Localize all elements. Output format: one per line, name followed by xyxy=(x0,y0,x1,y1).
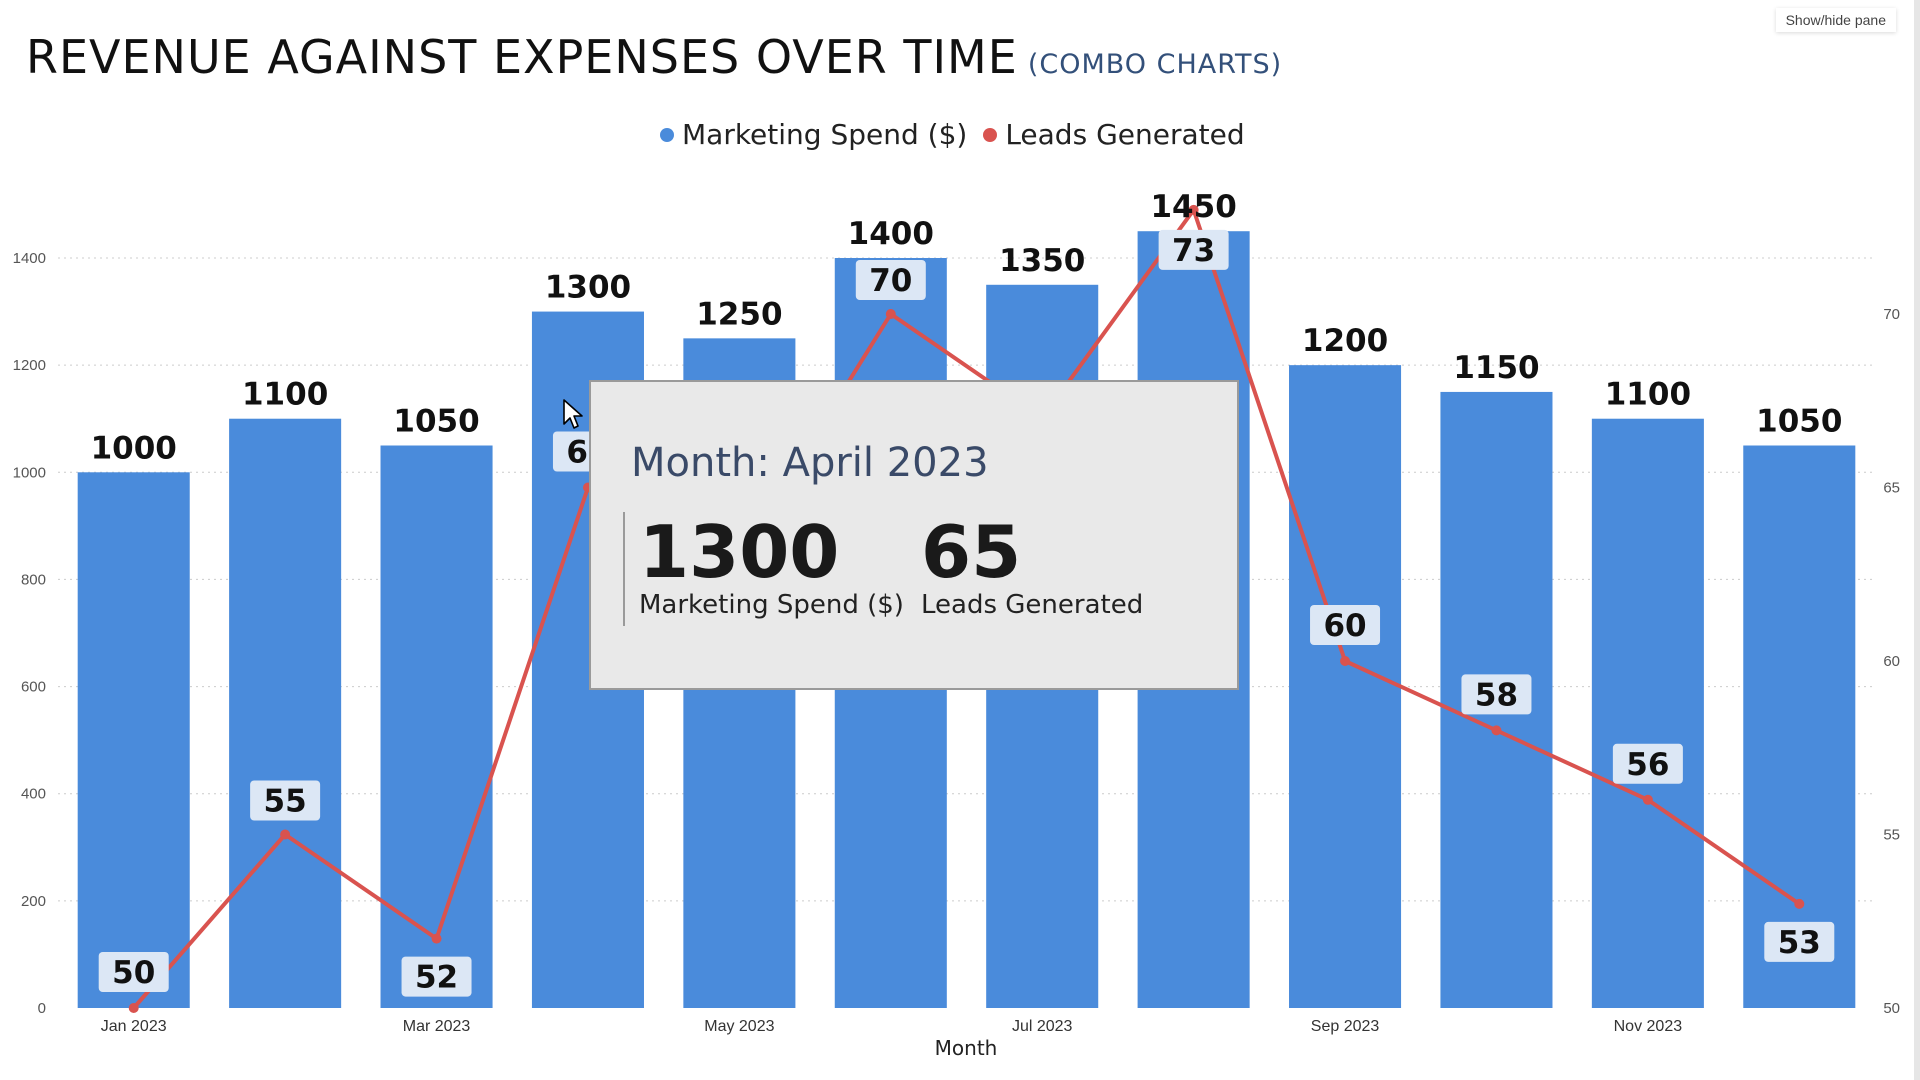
line-value-label: 70 xyxy=(869,263,912,299)
bar-value-label: 1050 xyxy=(1756,404,1842,440)
tooltip-leads-value: 65 xyxy=(921,510,1022,594)
x-tick-label: Jul 2023 xyxy=(1012,1018,1073,1035)
bar xyxy=(1743,445,1856,1008)
line-value-label: 50 xyxy=(112,955,155,991)
line-point xyxy=(1642,794,1653,805)
line-point xyxy=(128,1003,139,1013)
x-tick-label: Nov 2023 xyxy=(1614,1018,1683,1035)
tooltip-month-label: Month: xyxy=(631,440,770,486)
line-point xyxy=(885,309,896,319)
bar-value-label: 1200 xyxy=(1302,323,1388,359)
y-left-tick-label: 800 xyxy=(21,571,46,588)
y-left-tick-label: 1400 xyxy=(13,250,46,267)
line-point xyxy=(280,829,291,840)
line-value-label-box xyxy=(1310,605,1381,645)
legend-item-leads-generated[interactable]: Leads Generated xyxy=(983,118,1245,151)
y-left-tick-label: 600 xyxy=(21,679,46,696)
line-point xyxy=(1491,725,1502,736)
line-value-label: 56 xyxy=(1626,747,1669,783)
line-value-label: 53 xyxy=(1778,925,1821,961)
chart-title: REVENUE AGAINST EXPENSES OVER TIME (COMBO… xyxy=(26,30,1282,84)
bar-value-label: 1400 xyxy=(848,216,934,252)
legend-label-leads-generated: Leads Generated xyxy=(1005,118,1245,151)
bar-value-label: 1450 xyxy=(1150,189,1236,225)
x-tick-label: Jan 2023 xyxy=(101,1018,167,1035)
y-right-tick-label: 65 xyxy=(1883,480,1900,497)
tooltip-spend: 1300 Marketing Spend ($) xyxy=(639,510,904,620)
x-tick-label: Sep 2023 xyxy=(1311,1018,1380,1035)
line-value-label-box xyxy=(1158,229,1229,270)
legend-dot-marketing-spend xyxy=(660,127,674,142)
bar-value-label: 1100 xyxy=(242,377,328,413)
tooltip-spend-value: 1300 xyxy=(639,510,840,594)
bar xyxy=(380,445,493,1008)
bar-value-label: 1000 xyxy=(91,430,177,466)
bar xyxy=(229,418,342,1008)
y-left-tick-label: 0 xyxy=(38,1000,46,1017)
line-point xyxy=(431,933,442,944)
legend-item-marketing-spend[interactable]: Marketing Spend ($) xyxy=(660,118,967,151)
line-value-label-box xyxy=(1461,674,1532,715)
x-tick-label: May 2023 xyxy=(704,1018,774,1035)
legend-dot-leads-generated xyxy=(983,127,998,142)
show-hide-pane-button[interactable]: Show/hide pane xyxy=(1775,8,1896,32)
y-left-tick-label: 1200 xyxy=(13,357,46,374)
tooltip-month: Month: April 2023 xyxy=(631,440,989,486)
line-value-label-box xyxy=(1764,921,1835,962)
line-point xyxy=(1340,656,1351,666)
x-tick-label: Mar 2023 xyxy=(403,1018,471,1035)
series-line-leads xyxy=(132,207,1801,1010)
line-value-label: 52 xyxy=(415,960,458,996)
line-value-label-box xyxy=(98,952,169,992)
tooltip-leads: 65 Leads Generated xyxy=(921,510,1143,620)
bar xyxy=(1591,418,1704,1008)
mouse-pointer-icon xyxy=(563,399,583,429)
tooltip-spend-label: Marketing Spend ($) xyxy=(639,590,904,620)
line-value-label: 73 xyxy=(1172,233,1215,269)
bar-value-label: 1300 xyxy=(545,270,631,306)
bar-value-label: 1100 xyxy=(1605,377,1691,413)
legend-label-marketing-spend: Marketing Spend ($) xyxy=(682,118,968,151)
line-value-label: 58 xyxy=(1475,677,1518,713)
bar-value-label: 1150 xyxy=(1453,350,1539,386)
y-left-tick-label: 200 xyxy=(21,893,46,910)
chart-title-main: REVENUE AGAINST EXPENSES OVER TIME xyxy=(26,30,1018,84)
bar xyxy=(77,472,190,1008)
line-value-label: 60 xyxy=(1323,608,1366,644)
line-value-label-box xyxy=(1612,743,1683,784)
chart-title-sub: (COMBO CHARTS) xyxy=(1027,49,1283,80)
line-value-label: 55 xyxy=(264,784,307,820)
bar xyxy=(1289,365,1402,1009)
tooltip-leads-label: Leads Generated xyxy=(921,590,1144,620)
y-left-tick-label: 1000 xyxy=(13,464,46,481)
y-right-tick-label: 60 xyxy=(1883,653,1900,670)
tooltip-month-value: April 2023 xyxy=(782,440,989,486)
line-point xyxy=(1188,204,1199,215)
y-right-tick-label: 50 xyxy=(1883,1000,1900,1017)
y-left-tick-label: 400 xyxy=(21,786,46,803)
hover-tooltip: Month: April 2023 1300 Marketing Spend (… xyxy=(589,380,1239,690)
bar-value-label: 1250 xyxy=(696,296,782,332)
bar-value-label: 1350 xyxy=(999,243,1085,279)
line-point xyxy=(1794,898,1805,909)
pane-edge[interactable] xyxy=(1914,0,1920,1080)
line-value-label-box xyxy=(250,780,321,821)
y-right-tick-label: 70 xyxy=(1883,306,1900,323)
y-right-tick-label: 55 xyxy=(1883,827,1900,844)
x-axis-label: Month xyxy=(935,1036,998,1060)
bar-value-label: 1050 xyxy=(393,404,479,440)
line-value-label-box xyxy=(855,260,926,300)
chart-legend[interactable]: Marketing Spend ($) Leads Generated xyxy=(660,118,1245,151)
tooltip-divider xyxy=(623,512,625,626)
line-value-label-box xyxy=(401,956,472,997)
